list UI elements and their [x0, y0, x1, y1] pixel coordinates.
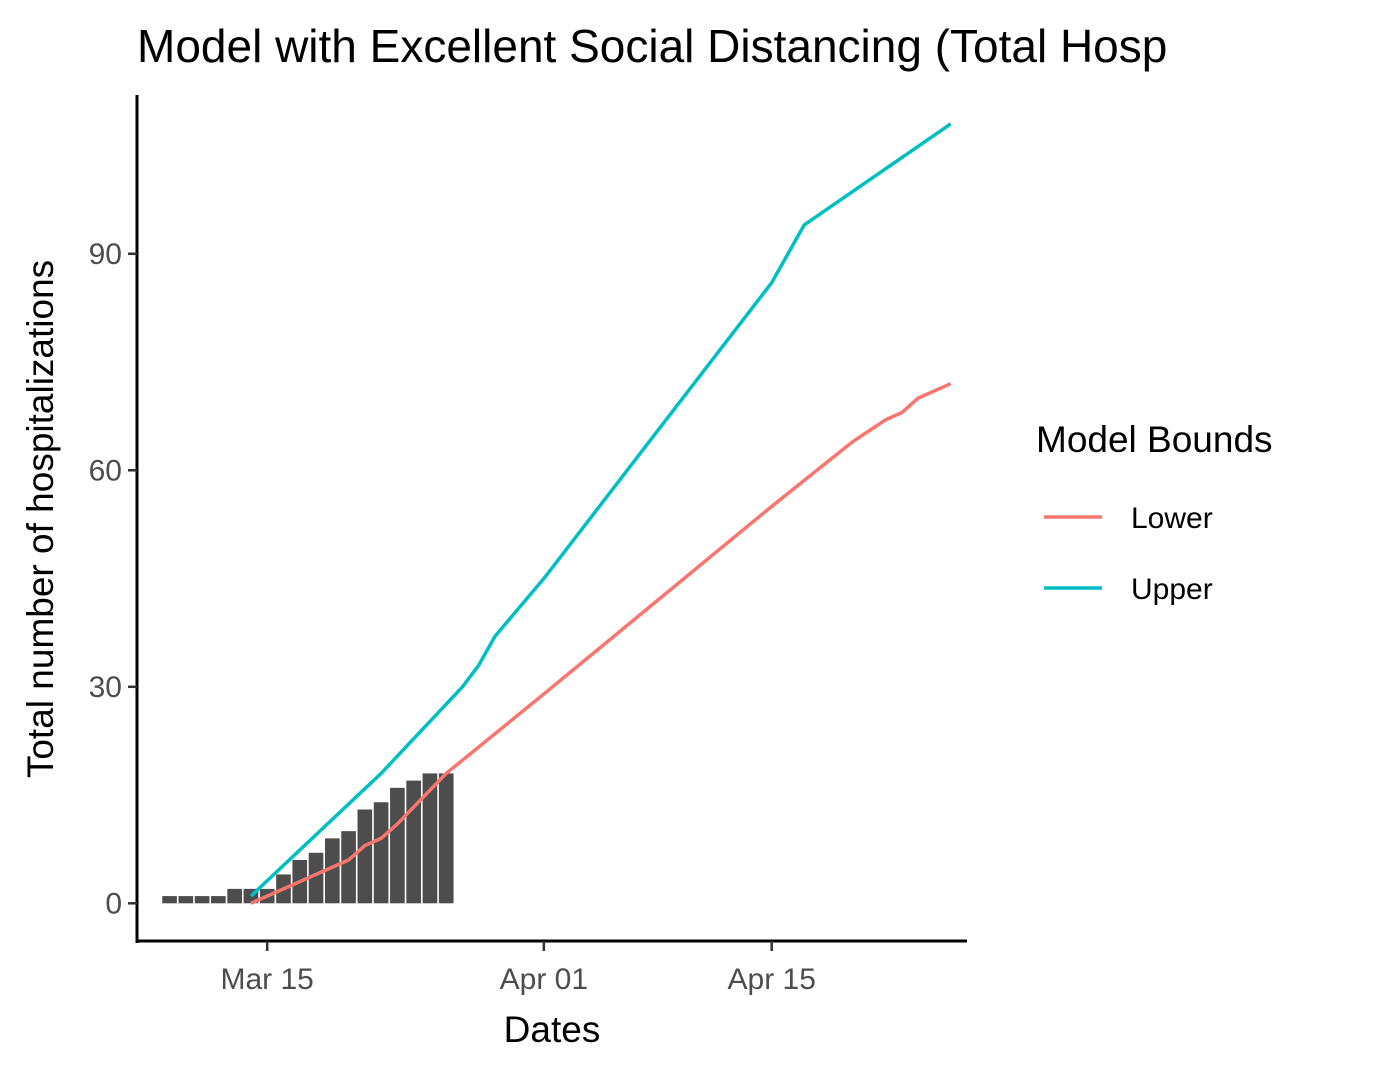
legend-label-upper: Upper: [1131, 573, 1213, 606]
legend-items: Lower Upper: [1044, 502, 1213, 606]
x-axis-ticks: Mar 15 Apr 01 Apr 15: [221, 941, 816, 996]
y-axis-title: Total number of hospitalizations: [20, 260, 61, 778]
legend-title: Model Bounds: [1036, 419, 1273, 460]
y-tick-label: 60: [89, 454, 122, 487]
bar: [194, 896, 210, 904]
x-tick-label: Apr 15: [728, 963, 816, 996]
y-tick-label: 90: [89, 238, 122, 271]
bar: [357, 809, 373, 904]
bar: [162, 896, 177, 904]
x-tick-label: Mar 15: [221, 963, 314, 996]
bar: [341, 831, 356, 904]
bar: [390, 787, 405, 904]
bar: [422, 773, 438, 904]
bar: [227, 888, 242, 904]
x-axis-title: Dates: [504, 1009, 601, 1050]
series-line-lower: [250, 382, 952, 905]
x-tick-label: Apr 01: [500, 963, 588, 996]
bar: [308, 852, 324, 904]
bar: [438, 773, 454, 904]
line-group: [249, 122, 952, 905]
y-axis-ticks: 0 30 60 90: [89, 238, 137, 920]
y-tick-label: 0: [105, 887, 122, 920]
chart-title: Model with Excellent Social Distancing (…: [137, 20, 1167, 72]
legend-label-lower: Lower: [1131, 502, 1213, 535]
legend: Model Bounds Lower Upper: [1036, 419, 1273, 606]
y-tick-label: 30: [89, 671, 122, 704]
bar: [178, 896, 194, 904]
bar: [324, 838, 340, 904]
series-line-upper: [249, 122, 952, 898]
bar: [211, 896, 226, 904]
bar: [406, 780, 421, 904]
bar-group: [162, 773, 454, 904]
bar: [373, 802, 389, 904]
